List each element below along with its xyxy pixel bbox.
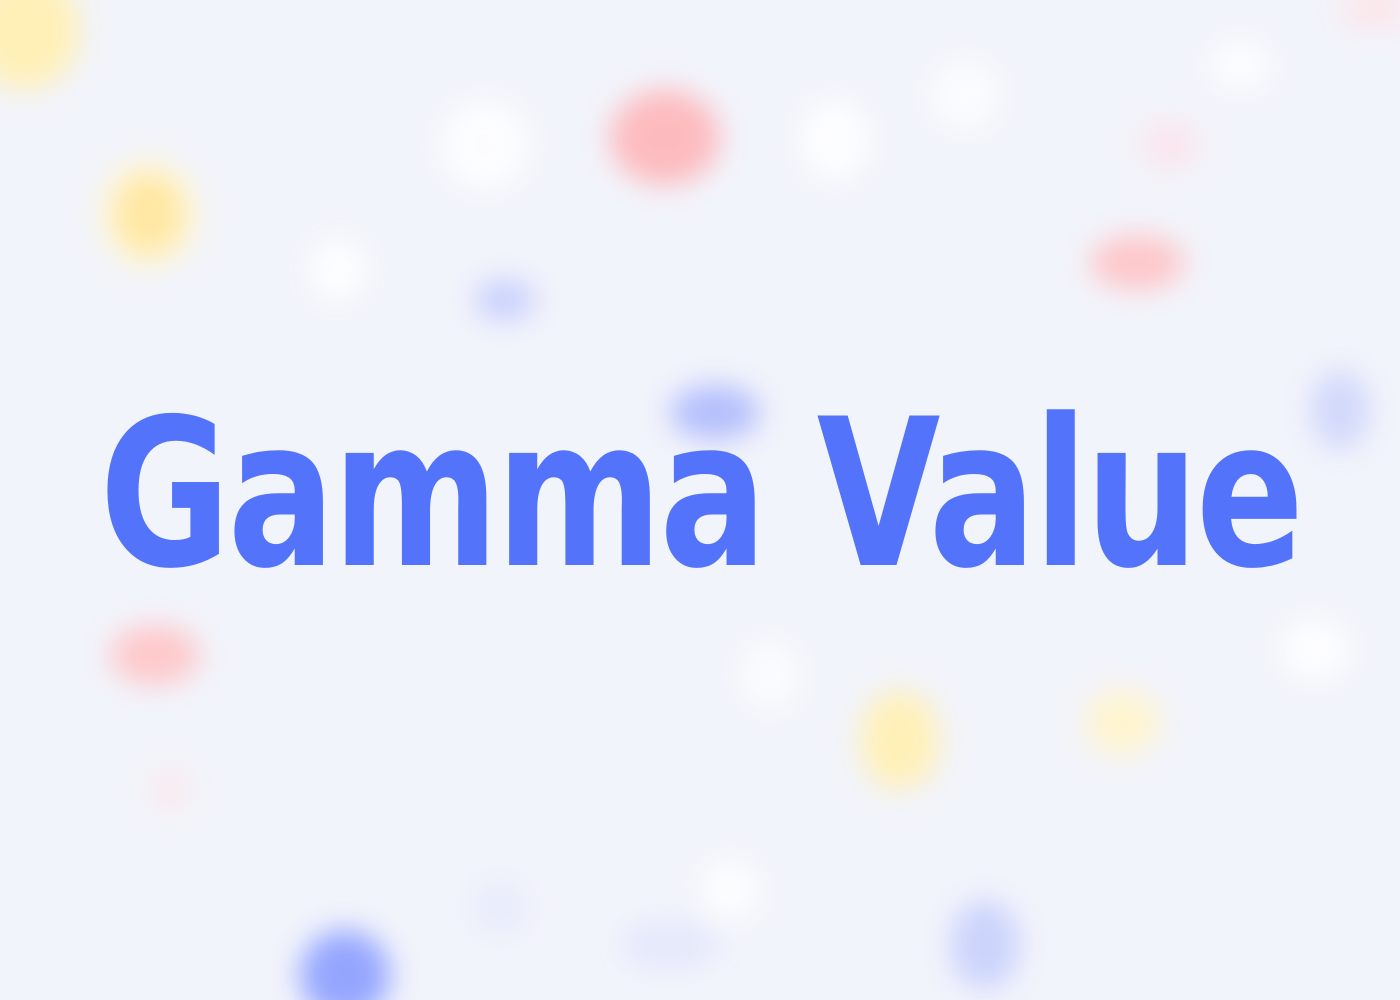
background-blob — [310, 240, 365, 300]
background-blob — [740, 640, 800, 710]
background-blob — [100, 160, 198, 268]
page-title: Gamma Value — [99, 375, 1304, 614]
background-blob — [475, 280, 535, 320]
background-blob — [300, 930, 390, 1000]
background-blob — [1280, 620, 1350, 680]
background-blob — [800, 100, 870, 180]
background-blob — [700, 860, 760, 920]
background-blob — [1085, 690, 1160, 755]
background-blob — [1090, 235, 1185, 290]
title-container: Gamma Value — [0, 375, 1400, 614]
background-blob — [150, 770, 190, 810]
background-blob — [620, 920, 720, 970]
background-blob — [110, 625, 200, 685]
background-blob — [1140, 120, 1200, 170]
background-blob — [1310, 370, 1370, 450]
background-blob — [670, 385, 760, 440]
background-blob — [1210, 40, 1270, 90]
background-blob — [950, 900, 1020, 990]
background-blob — [0, 0, 80, 90]
background-blob — [470, 880, 530, 935]
background-blob — [860, 690, 940, 790]
background-blob — [1340, 0, 1400, 30]
background-blob — [440, 100, 530, 190]
background-blob — [930, 60, 1000, 130]
background-blob — [610, 90, 720, 185]
